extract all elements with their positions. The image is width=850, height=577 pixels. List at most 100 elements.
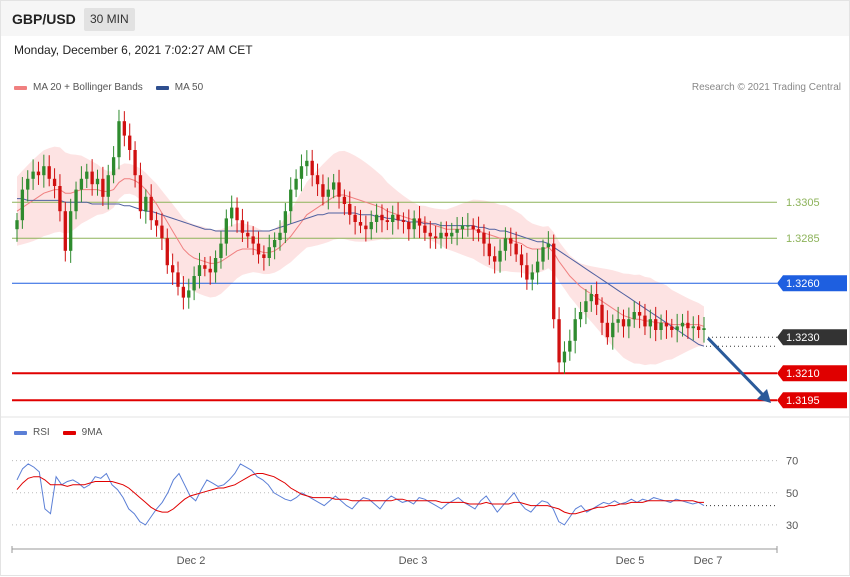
candle-body [525, 265, 529, 280]
candle-body [106, 175, 110, 197]
candle-body [122, 121, 127, 136]
candle-body [149, 196, 153, 221]
candle-body [240, 220, 245, 233]
x-tick-label-3: Dec 7 [694, 555, 723, 567]
candle-body [278, 232, 282, 240]
forecast-arrow-line [706, 337, 767, 399]
chart-header: GBP/USD 30 MIN [1, 1, 849, 36]
level-label-1: 1.3285 [786, 233, 820, 245]
candle-body [95, 178, 100, 185]
candle-body [267, 247, 271, 258]
candle-body [503, 238, 508, 251]
candle-body [58, 186, 62, 212]
candle-body [702, 328, 706, 330]
candle-body [482, 232, 486, 244]
candle-body [519, 254, 524, 266]
candle-body [487, 243, 491, 257]
candle-body [686, 322, 690, 329]
candle-body [364, 225, 368, 230]
candle-body [283, 211, 288, 233]
candle-body [611, 322, 615, 338]
candle-body [36, 171, 41, 176]
candle-body [337, 182, 341, 197]
timeframe-badge[interactable]: 30 MIN [84, 8, 135, 31]
candle-body [632, 312, 636, 320]
candle-body [235, 207, 239, 221]
candle-body [42, 166, 46, 176]
candle-body [321, 184, 325, 197]
candle-body [294, 178, 298, 190]
candle-body [385, 220, 389, 222]
candle-body [192, 276, 196, 291]
legend-item-9ma: 9MA [62, 427, 102, 438]
legend-item-ma50: MA 50 [155, 82, 203, 93]
candle-body [52, 178, 57, 186]
candle-body [219, 243, 223, 258]
rsi-series-rsi [16, 463, 705, 526]
x-tick-label-1: Dec 3 [399, 555, 428, 567]
candle-body [348, 204, 352, 215]
candle-body [498, 250, 502, 262]
level-tag-4 [777, 365, 847, 382]
candle-body [605, 322, 610, 338]
candle-body [428, 232, 432, 237]
rsi-series-9ma [16, 473, 704, 515]
candle-body [31, 171, 35, 179]
candle-body [535, 261, 540, 273]
candle-body [439, 232, 443, 239]
candle-body [562, 351, 567, 363]
candle-body [47, 166, 51, 179]
candle-body [530, 272, 534, 280]
candle-body [648, 319, 652, 327]
bollinger-band [17, 146, 704, 366]
candle-body [326, 189, 330, 197]
candle-body [63, 211, 67, 251]
candle-body [476, 229, 481, 233]
candle-body [680, 322, 685, 327]
level-tag-2 [777, 275, 847, 292]
candle-body [246, 232, 250, 237]
candle-body [578, 312, 583, 320]
candle-body [181, 286, 186, 298]
candle-body [675, 326, 679, 330]
candle-body [546, 243, 551, 248]
candle-body [208, 268, 212, 273]
candle-body [616, 319, 620, 323]
candle-body [272, 240, 277, 248]
candle-body [654, 319, 658, 330]
candle-body [176, 272, 180, 287]
candle-body [407, 222, 411, 230]
candle-body [203, 265, 207, 269]
candle-body [541, 247, 545, 262]
legend-swatch-ma20 [14, 85, 27, 90]
candle-body [670, 326, 674, 330]
candle-body [433, 236, 438, 239]
candle-body [659, 322, 663, 330]
rsi-tick-label-2: 70 [786, 456, 798, 468]
candle-body [90, 171, 94, 185]
candle-body [310, 160, 314, 176]
price-legend: MA 20 + Bollinger Bands MA 50 [14, 82, 216, 93]
candle-body [299, 166, 304, 179]
candle-body [380, 214, 384, 221]
x-tick-label-0: Dec 2 [177, 555, 206, 567]
candle-body [197, 265, 202, 276]
candle-body [412, 218, 416, 230]
level-label-5: 1.3195 [786, 395, 820, 407]
candle-body [600, 304, 604, 323]
candle-body [509, 238, 513, 244]
legend-label-ma20: MA 20 + Bollinger Bands [33, 82, 143, 93]
candle-body [594, 294, 599, 305]
timestamp: Monday, December 6, 2021 7:02:27 AM CET [14, 43, 253, 57]
candle-body [154, 220, 159, 226]
rsi-tick-label-1: 50 [786, 488, 798, 500]
ma20-line [16, 178, 705, 327]
candle-body [471, 225, 475, 230]
candle-body [144, 196, 148, 212]
legend-item-rsi: RSI [14, 427, 50, 438]
candle-body [251, 236, 255, 244]
candle-body [187, 290, 191, 298]
candle-body [170, 265, 175, 273]
candle-body [289, 189, 293, 212]
